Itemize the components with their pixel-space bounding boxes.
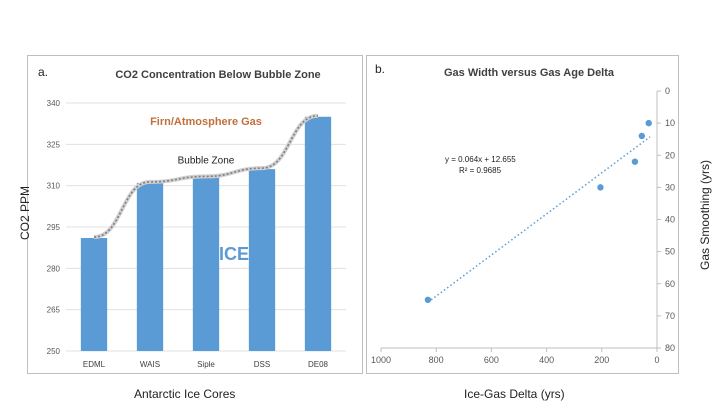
panel-label-a: a.	[38, 65, 48, 79]
y-axis-label-b: Gas Smoothing (yrs)	[698, 159, 712, 270]
bubble-zone-curve	[93, 114, 319, 238]
y-tick-label-b: 60	[665, 279, 675, 289]
trendline-r-squared: R² = 0.9685	[459, 166, 502, 175]
y-tick-label-a: 340	[47, 99, 61, 108]
x-tick-label-a: WAIS	[140, 360, 160, 369]
y-tick-label-b: 10	[665, 118, 675, 128]
chart-title-b: Gas Width versus Gas Age Delta	[444, 67, 615, 79]
ice-label: ICE	[219, 244, 249, 264]
bar-dss	[248, 169, 276, 351]
y-tick-label-b: 40	[665, 215, 675, 225]
bar-wais	[136, 182, 164, 351]
firn-atmosphere-label: Firn/Atmosphere Gas	[150, 116, 262, 128]
panel-label-b: b.	[375, 62, 385, 76]
x-tick-label-b: 1000	[371, 355, 391, 365]
data-point	[631, 158, 639, 165]
x-tick-label-b: 400	[539, 355, 554, 365]
y-tick-label-a: 310	[47, 182, 61, 191]
x-tick-label-b: 0	[654, 355, 659, 365]
y-tick-label-a: 265	[47, 306, 61, 315]
y-tick-label-b: 70	[665, 311, 675, 321]
y-tick-label-a: 295	[47, 223, 61, 232]
y-tick-label-b: 0	[665, 86, 670, 96]
x-axis-label-b: Ice-Gas Delta (yrs)	[464, 387, 565, 401]
trendline-equation: y = 0.064x + 12.655	[445, 155, 516, 164]
panel-b: b. Gas Width versus Gas Age Delta 0 10 20 3…	[366, 55, 679, 374]
data-point	[645, 119, 652, 127]
data-point	[424, 296, 432, 304]
data-point	[597, 184, 604, 191]
x-tick-label-b: 200	[594, 355, 609, 365]
chart-title-a: CO2 Concentration Below Bubble Zone	[115, 69, 320, 81]
gas-scatter-chart: b. Gas Width versus Gas Age Delta 0 10 20 3…	[371, 62, 675, 365]
x-tick-label-a: Siple	[197, 360, 215, 369]
bar-edml	[80, 238, 108, 351]
x-axis-label-a: Antarctic Ice Cores	[134, 387, 236, 401]
y-tick-label-a: 325	[47, 140, 61, 149]
y-tick-label-a: 280	[47, 264, 61, 273]
x-tick-label-a: DE08	[308, 360, 329, 369]
co2-bar-chart: a. CO2 Concentration Below Bubble Zone 2…	[38, 65, 346, 369]
y-tick-label-b: 50	[665, 247, 675, 257]
y-tick-label-b: 30	[665, 182, 675, 192]
x-tick-label-b: 600	[484, 355, 499, 365]
y-tick-label-b: 20	[665, 150, 675, 160]
bar-siple	[192, 177, 220, 351]
bubble-zone-label: Bubble Zone	[178, 156, 235, 167]
data-point	[638, 132, 646, 140]
x-tick-label-a: DSS	[254, 360, 270, 369]
y-axis-label-a: CO2 PPM	[18, 186, 32, 241]
y-tick-label-a: 250	[47, 347, 61, 356]
x-tick-label-a: EDML	[83, 360, 106, 369]
bar-de08	[304, 116, 332, 352]
x-tick-label-b: 800	[429, 355, 444, 365]
y-tick-label-b: 80	[665, 343, 675, 353]
panel-a: a. CO2 Concentration Below Bubble Zone 2…	[27, 55, 363, 374]
